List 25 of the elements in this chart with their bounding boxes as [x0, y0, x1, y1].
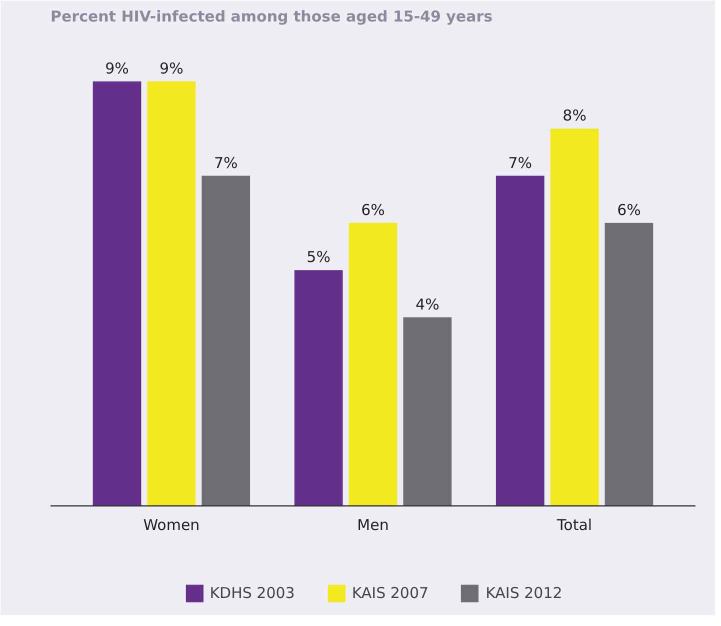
- data-label: 8%: [562, 106, 586, 125]
- data-label: 6%: [617, 200, 641, 219]
- legend-label: KAIS 2007: [352, 584, 429, 602]
- bar: [604, 222, 654, 506]
- legend-label: KAIS 2012: [486, 584, 562, 602]
- legend-label: KDHS 2003: [210, 584, 295, 602]
- x-tick-label: Men: [357, 516, 389, 534]
- data-label: 5%: [306, 248, 330, 266]
- x-tick-label: Women: [143, 516, 200, 534]
- bar: [294, 270, 343, 506]
- data-label: 4%: [416, 295, 440, 314]
- data-label: 7%: [214, 154, 238, 172]
- bar: [348, 222, 398, 506]
- data-label: 9%: [160, 59, 184, 78]
- bar: [403, 317, 452, 506]
- data-label: 6%: [361, 200, 385, 219]
- bar: [147, 81, 196, 506]
- bar: [92, 81, 142, 506]
- data-label: 7%: [508, 154, 532, 172]
- bar: [550, 128, 599, 506]
- bar: [202, 176, 250, 506]
- x-tick-label: Total: [556, 516, 592, 534]
- chart-title: Percent HIV-infected among those aged 15-49 years: [50, 8, 493, 26]
- data-label: 9%: [105, 59, 129, 78]
- bar: [496, 176, 544, 506]
